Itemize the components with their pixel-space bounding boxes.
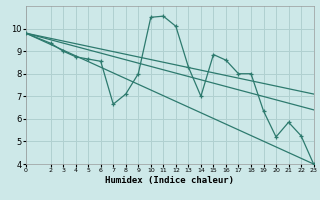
X-axis label: Humidex (Indice chaleur): Humidex (Indice chaleur) [105,176,234,185]
